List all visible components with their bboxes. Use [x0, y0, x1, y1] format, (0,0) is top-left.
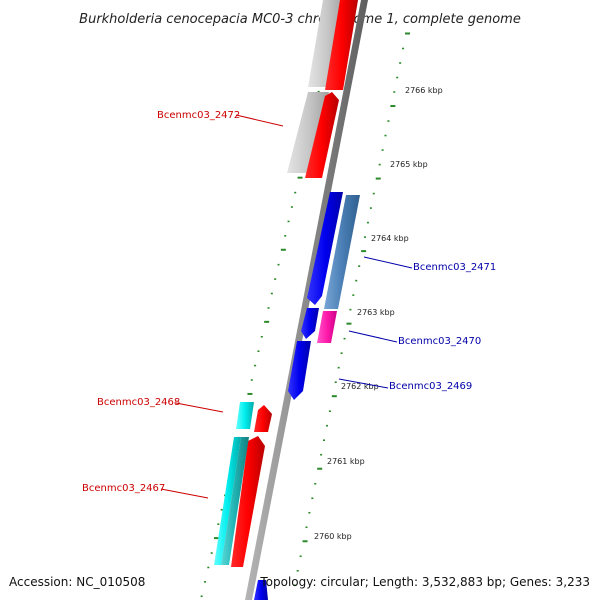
gene-feature-bcenmc03-2470[interactable]: [301, 308, 319, 339]
tick-labels: 2766 kbp 2765 kbp 2764 kbp 2763 kbp 2762…: [314, 86, 443, 541]
gene-label-bcenmc03-2468[interactable]: Bcenmc03_2468: [97, 397, 180, 408]
leader-line: [338, 378, 389, 389]
leader-line: [348, 330, 398, 343]
tick-label: 2766 kbp: [405, 86, 443, 95]
map-title: Burkholderia cenocepacia MC0-3 chromosom…: [79, 12, 521, 27]
gene-label-bcenmc03-2472[interactable]: Bcenmc03_2472: [157, 110, 240, 121]
gene-feature: [287, 92, 329, 173]
gene-feature: [214, 437, 241, 565]
outer-tick-ring: [293, 32, 410, 587]
gene-feature-bcenmc03-2469[interactable]: [288, 341, 311, 400]
leader-line: [235, 114, 284, 127]
gene-feature-bcenmc03-2468[interactable]: [254, 405, 272, 432]
gene-feature-bcenmc03-2467[interactable]: [231, 436, 265, 567]
tick-label: 2760 kbp: [314, 532, 352, 541]
gene-feature: [324, 195, 360, 309]
tick-label: 2761 kbp: [327, 457, 365, 466]
tick-label: 2762 kbp: [341, 382, 379, 391]
gene-label-bcenmc03-2471[interactable]: Bcenmc03_2471: [413, 262, 496, 273]
gene-label-bcenmc03-2467[interactable]: Bcenmc03_2467: [82, 483, 165, 494]
gene-feature: [254, 580, 268, 600]
gene-label-bcenmc03-2470[interactable]: Bcenmc03_2470: [398, 336, 481, 347]
leader-line: [160, 488, 209, 499]
chromosome-backbone: [245, 0, 368, 600]
forward-strand-features: [214, 0, 358, 567]
gene-feature: [325, 0, 358, 90]
leader-line: [175, 402, 224, 413]
gene-feature-bcenmc03-2471[interactable]: [307, 192, 343, 305]
gene-label-bcenmc03-2469[interactable]: Bcenmc03_2469: [389, 381, 472, 392]
tick-label: 2764 kbp: [371, 234, 409, 243]
gene-feature: [308, 0, 345, 87]
genome-stats-text: Topology: circular; Length: 3,532,883 bp…: [259, 575, 590, 589]
accession-text: Accession: NC_010508: [9, 575, 145, 589]
gene-feature: [317, 311, 337, 343]
tick-label: 2765 kbp: [390, 160, 428, 169]
gene-feature: [221, 437, 249, 565]
leader-line: [363, 256, 413, 269]
reverse-strand-features: [254, 192, 360, 600]
gene-feature-bcenmc03-2472[interactable]: [305, 92, 339, 178]
tick-label: 2763 kbp: [357, 308, 395, 317]
gene-feature: [236, 402, 254, 429]
gene-label-group: Bcenmc03_2472 Bcenmc03_2471 Bcenmc03_247…: [82, 110, 496, 499]
